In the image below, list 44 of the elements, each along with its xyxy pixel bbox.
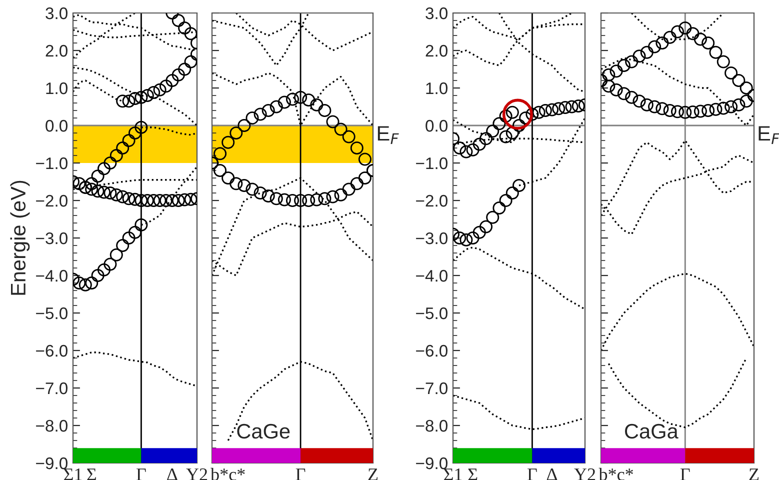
y-tick-label: −1.0 — [416, 157, 448, 170]
x-tick-label: Z — [368, 468, 378, 480]
y-tick-label: 2.0 — [46, 44, 68, 57]
y-tick-label: −2.0 — [416, 194, 448, 207]
x-tick-label: Γ — [680, 468, 690, 480]
x-tick-label: Σ — [468, 468, 478, 480]
annotation: CaGe — [237, 424, 290, 439]
y-tick-label: −7.0 — [416, 382, 448, 394]
y-tick-label: −2.0 — [36, 194, 68, 207]
x-tick-label: Y2 — [574, 468, 596, 480]
y-tick-label: −3.0 — [416, 232, 448, 244]
y-tick-label: −1.0 — [36, 157, 68, 170]
x-tick-label: Y2 — [186, 468, 208, 480]
y-tick-label: 0.0 — [46, 120, 68, 132]
y-tick-label: −6.0 — [416, 344, 448, 357]
y-tick-label: −4.0 — [416, 270, 448, 282]
y-tick-label: 2.0 — [426, 44, 448, 57]
y-tick-label: −4.0 — [36, 270, 68, 282]
x-tick-label: Γ — [136, 468, 146, 480]
y-tick-label: 1.0 — [46, 82, 68, 94]
y-tick-label: −5.0 — [416, 307, 448, 320]
y-tick-label: −3.0 — [36, 232, 68, 244]
y-tick-label: −8.0 — [36, 420, 68, 432]
x-tick-label: Σ — [87, 468, 96, 480]
y-tick-label: −5.0 — [36, 307, 68, 320]
y-tick-label: 0.0 — [426, 120, 448, 132]
x-tick-label: Δ — [167, 468, 178, 480]
y-axis-title: Energie (eV) — [10, 180, 30, 295]
x-tick-label: Γ — [296, 468, 306, 480]
y-tick-label: −6.0 — [36, 344, 68, 357]
x-tick-label: Σ1 — [444, 468, 462, 480]
ref-line-label: E$_{F}$ — [378, 126, 399, 144]
y-tick-label: −8.0 — [416, 420, 448, 432]
x-tick-label: Σ1 — [64, 468, 82, 480]
y-tick-label: 3.0 — [46, 7, 68, 20]
y-tick-label: 3.0 — [426, 7, 448, 20]
x-tick-label: Δ — [546, 468, 558, 480]
y-tick-label: −9.0 — [36, 457, 68, 470]
y-tick-label: 1.0 — [426, 82, 448, 94]
annotation: CaGa — [625, 424, 678, 439]
y-tick-label: −9.0 — [416, 457, 448, 470]
y-tick-label: −7.0 — [36, 382, 68, 394]
x-tick-label: Γ — [528, 468, 537, 480]
x-tick-label: Z — [749, 468, 759, 480]
